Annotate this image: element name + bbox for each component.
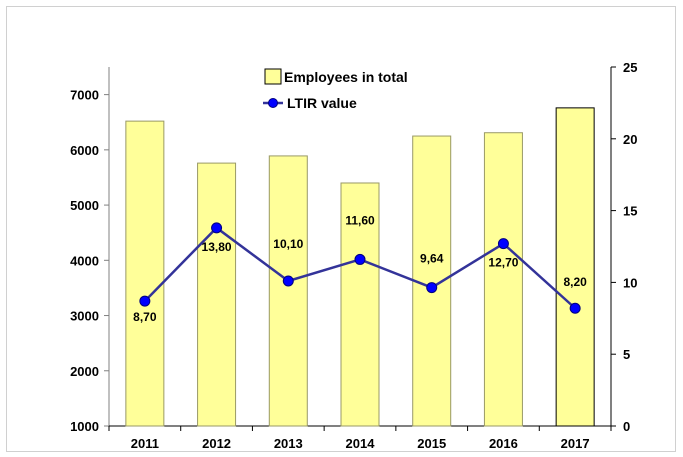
ltir-data-label: 13,80 bbox=[202, 240, 232, 254]
ltir-data-label: 9,64 bbox=[420, 252, 444, 266]
ltir-point bbox=[211, 222, 223, 234]
ltir-point bbox=[354, 253, 366, 265]
ltir-data-label: 8,70 bbox=[133, 310, 157, 324]
data-labels: 8,70 13,80 10,10 11,60 9,64 12,70 8,20 bbox=[133, 213, 587, 324]
legend-marker bbox=[268, 98, 278, 108]
ltir-point bbox=[139, 295, 151, 307]
ltir-data-label: 8,20 bbox=[563, 275, 587, 289]
bar bbox=[125, 120, 165, 427]
left-tick-label: 4000 bbox=[70, 253, 99, 268]
bar bbox=[268, 155, 308, 427]
left-tick-label: 3000 bbox=[70, 309, 99, 324]
legend-label-ltir: LTIR value bbox=[287, 95, 357, 111]
right-tick-label: 15 bbox=[623, 204, 637, 219]
axes: 1000 2000 3000 4000 5000 6000 7000 0 5 10 15 20 25 20… bbox=[70, 60, 637, 451]
bar bbox=[483, 132, 523, 427]
ltir-point bbox=[497, 238, 509, 250]
ltir-data-label: 10,10 bbox=[273, 237, 303, 251]
x-tick-label: 2012 bbox=[202, 436, 231, 451]
right-tick-label: 0 bbox=[623, 419, 630, 434]
left-tick-label: 6000 bbox=[70, 143, 99, 158]
left-tick-label: 2000 bbox=[70, 364, 99, 379]
left-tick-label: 7000 bbox=[70, 88, 99, 103]
right-tick-label: 20 bbox=[623, 132, 637, 147]
x-tick-label: 2016 bbox=[489, 436, 518, 451]
legend-bar-swatch bbox=[264, 68, 282, 85]
ltir-point bbox=[569, 302, 581, 314]
legend-label-employees: Employees in total bbox=[284, 69, 408, 85]
right-tick-label: 25 bbox=[623, 60, 637, 75]
bar bbox=[340, 182, 380, 427]
bar bbox=[555, 107, 595, 427]
x-tick-label: 2017 bbox=[561, 436, 590, 451]
bar-series bbox=[125, 107, 595, 427]
right-tick-label: 5 bbox=[623, 347, 630, 362]
ltir-point bbox=[426, 282, 438, 294]
ltir-data-label: 12,70 bbox=[488, 256, 518, 270]
ltir-point bbox=[282, 275, 294, 287]
x-tick-label: 2013 bbox=[274, 436, 303, 451]
ltir-data-label: 11,60 bbox=[345, 213, 375, 227]
x-tick-label: 2014 bbox=[346, 436, 376, 451]
chart-frame bbox=[6, 6, 676, 452]
legend-box bbox=[257, 64, 442, 116]
bar bbox=[197, 162, 237, 427]
x-tick-label: 2011 bbox=[131, 436, 159, 451]
left-tick-label: 1000 bbox=[70, 419, 99, 434]
right-tick-label: 10 bbox=[623, 275, 637, 290]
x-tick-label: 2015 bbox=[417, 436, 446, 451]
line-series bbox=[139, 222, 581, 314]
left-tick-label: 5000 bbox=[70, 198, 99, 213]
legend: Employees in total LTIR value bbox=[257, 64, 442, 116]
